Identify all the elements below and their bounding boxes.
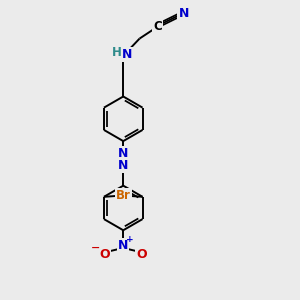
Text: Br: Br [116, 189, 131, 202]
Text: O: O [100, 248, 110, 260]
Text: N: N [122, 48, 132, 61]
Text: +: + [126, 235, 134, 244]
Text: C: C [153, 20, 162, 33]
Text: N: N [118, 147, 128, 160]
Text: N: N [178, 7, 189, 20]
Text: N: N [118, 159, 128, 172]
Text: Br: Br [116, 189, 131, 202]
Text: −: − [91, 242, 101, 253]
Text: H: H [112, 46, 122, 59]
Text: O: O [136, 248, 147, 260]
Text: N: N [118, 239, 128, 252]
